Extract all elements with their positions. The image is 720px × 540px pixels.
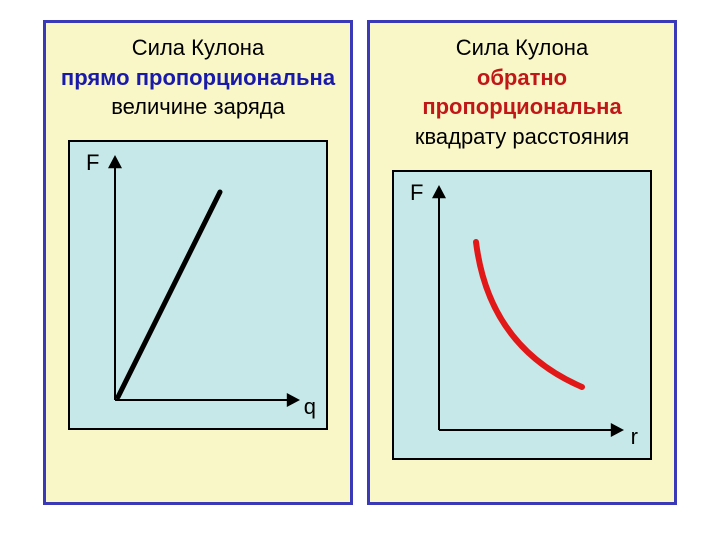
left-heading: Сила Кулона прямо пропорциональна величи…: [61, 33, 335, 122]
left-chart-box: F q: [68, 140, 328, 430]
left-curve: [118, 192, 220, 397]
left-title-line2: прямо пропорциональна: [61, 63, 335, 93]
right-title-line2b: пропорциональна: [415, 92, 629, 122]
right-chart-svg: [394, 172, 654, 462]
right-x-axis-label: r: [631, 424, 638, 450]
right-axes: [432, 185, 624, 437]
right-heading: Сила Кулона обратно пропорциональна квад…: [415, 33, 629, 152]
right-title-line2a: обратно: [415, 63, 629, 93]
left-panel: Сила Кулона прямо пропорциональна величи…: [43, 20, 353, 505]
left-title-line3: величине заряда: [61, 92, 335, 122]
left-chart-svg: [70, 142, 330, 432]
right-title-line3: квадрату расстояния: [415, 122, 629, 152]
left-axes: [108, 155, 300, 407]
right-y-axis-label: F: [410, 180, 423, 206]
left-title-line1: Сила Кулона: [61, 33, 335, 63]
right-panel: Сила Кулона обратно пропорциональна квад…: [367, 20, 677, 505]
right-chart-box: F r: [392, 170, 652, 460]
left-y-axis-label: F: [86, 150, 99, 176]
left-x-axis-label: q: [304, 394, 316, 420]
right-title-line1: Сила Кулона: [415, 33, 629, 63]
right-curve: [476, 242, 582, 387]
